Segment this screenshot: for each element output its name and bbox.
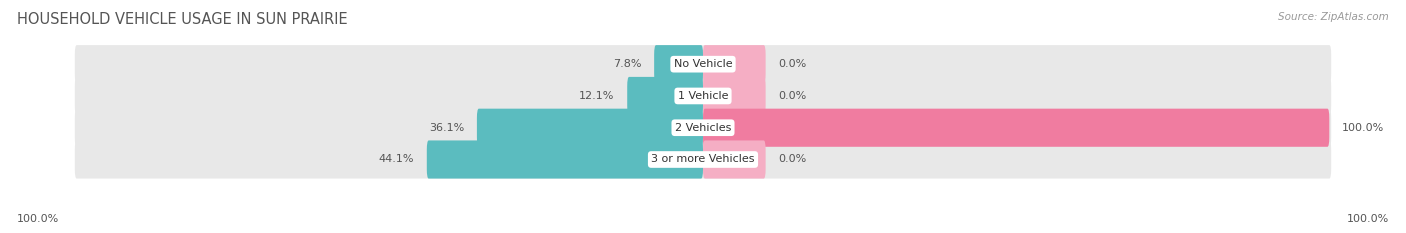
Text: 100.0%: 100.0%: [1347, 214, 1389, 224]
Text: 2 Vehicles: 2 Vehicles: [675, 123, 731, 133]
FancyBboxPatch shape: [75, 140, 1331, 178]
FancyBboxPatch shape: [703, 45, 766, 83]
FancyBboxPatch shape: [703, 77, 766, 115]
Text: 0.0%: 0.0%: [778, 59, 807, 69]
Text: 0.0%: 0.0%: [778, 154, 807, 164]
FancyBboxPatch shape: [75, 77, 1331, 115]
Text: 1 Vehicle: 1 Vehicle: [678, 91, 728, 101]
FancyBboxPatch shape: [703, 140, 766, 178]
Text: 7.8%: 7.8%: [613, 59, 641, 69]
FancyBboxPatch shape: [427, 140, 703, 178]
FancyBboxPatch shape: [654, 45, 703, 83]
Text: HOUSEHOLD VEHICLE USAGE IN SUN PRAIRIE: HOUSEHOLD VEHICLE USAGE IN SUN PRAIRIE: [17, 12, 347, 27]
Text: 36.1%: 36.1%: [429, 123, 464, 133]
Text: No Vehicle: No Vehicle: [673, 59, 733, 69]
FancyBboxPatch shape: [477, 109, 703, 147]
Text: 12.1%: 12.1%: [579, 91, 614, 101]
Text: 0.0%: 0.0%: [778, 91, 807, 101]
FancyBboxPatch shape: [75, 45, 1331, 83]
Text: Source: ZipAtlas.com: Source: ZipAtlas.com: [1278, 12, 1389, 22]
Text: 100.0%: 100.0%: [1341, 123, 1384, 133]
Text: 3 or more Vehicles: 3 or more Vehicles: [651, 154, 755, 164]
FancyBboxPatch shape: [75, 109, 1331, 147]
FancyBboxPatch shape: [627, 77, 703, 115]
Text: 44.1%: 44.1%: [378, 154, 415, 164]
Text: 100.0%: 100.0%: [17, 214, 59, 224]
FancyBboxPatch shape: [703, 109, 1329, 147]
